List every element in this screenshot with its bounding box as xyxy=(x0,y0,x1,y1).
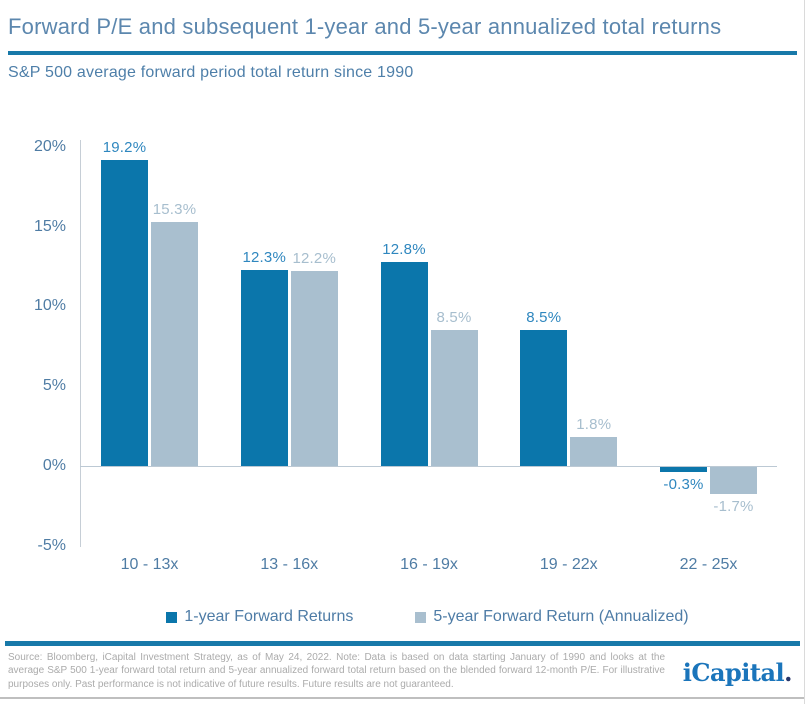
x-category-16-19x: 16 - 19x xyxy=(400,556,458,573)
bar-chart: 20% 15% 10% 5% 0% -5% 19.2% 12.3% 12.8% 8.5% -0.3%… xyxy=(0,100,804,580)
bar-5-year-forward-return-annualized-16-19x xyxy=(430,330,478,466)
bar-5-year-forward-return-annualized-10-13x xyxy=(151,221,198,466)
y-tick-10: 10% xyxy=(33,297,66,315)
bar-value-label-1-year-forward-returns-10-13x: 19.2% xyxy=(102,138,147,156)
footer-divider xyxy=(5,641,800,646)
bar-1-year-forward-returns-13-16x xyxy=(240,269,288,466)
zero-baseline xyxy=(80,465,777,467)
legend-label: 1-year Forward Returns xyxy=(184,608,354,625)
bar-5-year-forward-return-annualized-22-25x xyxy=(710,467,757,495)
source-note: Source: Bloomberg, iCapital Investment S… xyxy=(8,652,665,690)
x-category-22-25x: 22 - 25x xyxy=(679,556,738,573)
legend-item-5-year-forward-return-annualized: 5-year Forward Return (Annualized) xyxy=(415,608,689,626)
legend-label: 5-year Forward Return (Annualized) xyxy=(433,608,689,625)
page-title: Forward P/E and subsequent 1-year and 5-… xyxy=(8,14,722,39)
bar-1-year-forward-returns-16-19x xyxy=(380,261,428,466)
bar-1-year-forward-returns-22-25x xyxy=(660,467,707,472)
legend-swatch-icon xyxy=(415,611,427,623)
bar-value-label-5-year-forward-return-annualized-16-19x: 8.5% xyxy=(436,309,472,327)
legend-swatch-icon xyxy=(166,611,178,623)
x-category-19-22x: 19 - 22x xyxy=(539,556,598,573)
title-divider xyxy=(8,51,797,55)
bar-value-label-5-year-forward-return-annualized-22-25x: -1.7% xyxy=(713,498,754,516)
y-tick-0: 0% xyxy=(42,457,66,474)
bar-5-year-forward-return-annualized-13-16x xyxy=(290,271,338,466)
bar-value-label-1-year-forward-returns-13-16x: 12.3% xyxy=(242,248,287,266)
bar-value-label-5-year-forward-return-annualized-13-16x: 12.2% xyxy=(292,250,337,268)
bar-5-year-forward-return-annualized-19-22x xyxy=(570,437,618,466)
y-tick-20: 20% xyxy=(33,137,66,155)
legend-item-1-year-forward-returns: 1-year Forward Returns xyxy=(166,608,353,626)
bar-value-label-5-year-forward-return-annualized-19-22x: 1.8% xyxy=(576,416,612,434)
y-tick-5: -5% xyxy=(37,536,66,554)
y-tick-5: 5% xyxy=(42,377,66,395)
bottom-border xyxy=(0,697,804,699)
bar-value-label-1-year-forward-returns-16-19x: 12.8% xyxy=(382,240,426,258)
bar-1-year-forward-returns-10-13x xyxy=(101,159,148,466)
bar-value-label-5-year-forward-return-annualized-10-13x: 15.3% xyxy=(152,200,197,218)
y-tick-15: 15% xyxy=(33,217,66,235)
bar-value-label-1-year-forward-returns-22-25x: -0.3% xyxy=(663,475,704,493)
chart-subtitle: S&P 500 average forward period total ret… xyxy=(8,64,414,81)
icapital-logo: iCapital. xyxy=(682,658,793,687)
icapital-logo-text: iCapital xyxy=(682,658,785,687)
icapital-logo-dot: . xyxy=(784,658,792,687)
y-axis-line xyxy=(80,140,81,547)
bar-1-year-forward-returns-19-22x xyxy=(520,330,568,466)
chart-legend: 1-year Forward Returns 5-year Forward Ret… xyxy=(0,605,804,629)
x-category-10-13x: 10 - 13x xyxy=(120,556,179,573)
bar-value-label-1-year-forward-returns-19-22x: 8.5% xyxy=(526,309,562,327)
x-category-13-16x: 13 - 16x xyxy=(260,556,319,573)
